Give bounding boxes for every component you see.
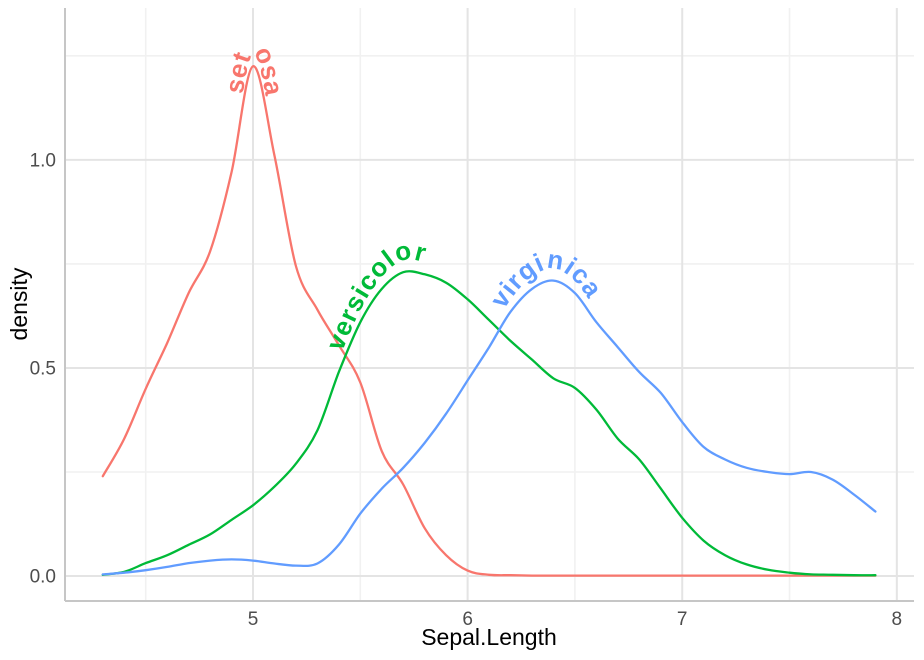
y-tick-label: 1.0	[30, 150, 56, 171]
y-axis-title: density	[6, 267, 32, 340]
x-tick-label: 6	[462, 609, 473, 630]
density-curve-versicolor	[101, 270, 877, 577]
gridlines-major	[65, 8, 914, 601]
curve-labels: setosa versicolor virginica	[219, 42, 661, 451]
curve-label-versicolor: versicolor	[320, 234, 430, 354]
gridlines-minor	[65, 8, 914, 601]
y-tick-label: 0.5	[30, 358, 56, 379]
x-tick-label: 7	[677, 609, 688, 630]
curve-label-path-virginica	[446, 269, 661, 402]
tick-labels: 5 6 7 8 0.0 0.5 1.0	[30, 150, 903, 630]
x-tick-label: 8	[892, 609, 903, 630]
density-curves	[101, 65, 877, 577]
y-tick-label: 0.0	[30, 567, 56, 588]
axis-lines	[64, 8, 914, 602]
x-tick-label: 5	[248, 609, 259, 630]
x-axis-title: Sepal.Length	[421, 624, 557, 650]
density-curve-virginica	[101, 279, 877, 576]
curve-label-setosa: setosa	[219, 42, 290, 98]
curve-label-path-versicolor	[296, 259, 511, 451]
density-curve-setosa	[101, 65, 877, 577]
curve-label-virginica: virginica	[484, 244, 609, 313]
